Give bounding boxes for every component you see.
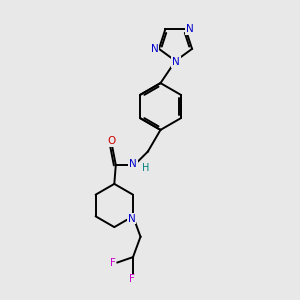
Text: F: F xyxy=(110,257,116,268)
Text: H: H xyxy=(142,163,149,173)
Text: N: N xyxy=(151,44,159,54)
Text: N: N xyxy=(128,214,135,224)
Text: N: N xyxy=(186,24,194,34)
Text: N: N xyxy=(172,57,180,67)
Text: F: F xyxy=(130,274,135,284)
Text: O: O xyxy=(107,136,116,146)
Text: N: N xyxy=(129,159,137,170)
